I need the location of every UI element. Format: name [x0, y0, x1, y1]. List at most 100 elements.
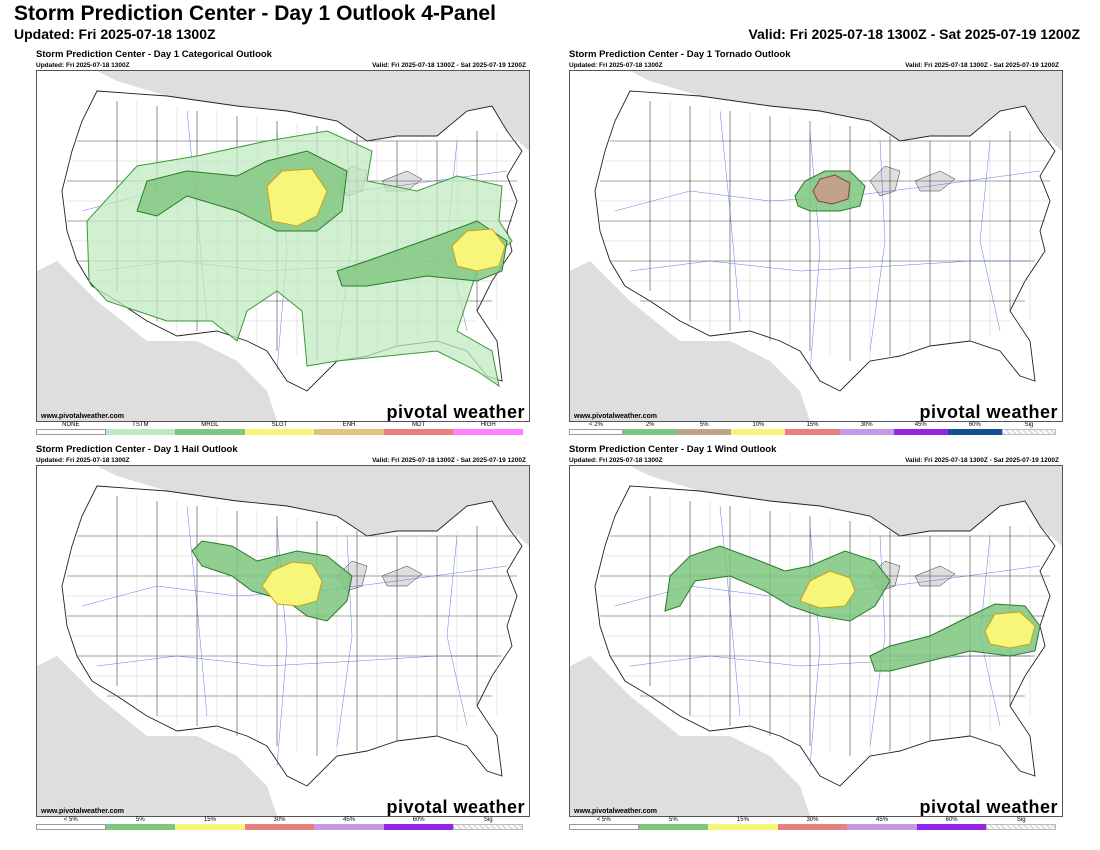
pivotal-weather-logo: pivotal weather: [919, 402, 1058, 422]
legend-swatch: [105, 429, 176, 435]
legend: NONE TSTM MRGL SLGT ENH MDT HIGH: [36, 422, 523, 437]
legend-swatch: [916, 824, 987, 830]
legend: < 2% 2% 5% 10% 15% 30% 45% 60% Sig: [569, 422, 1056, 437]
legend-swatch: [708, 824, 778, 830]
legend-label: 45%: [343, 817, 356, 823]
legend-label: 60%: [945, 817, 958, 823]
site-url: www.pivotalweather.com: [574, 413, 657, 420]
legend-swatch: [36, 824, 106, 830]
legend-item: 30%: [839, 422, 894, 437]
legend-label: 45%: [914, 422, 927, 428]
legend-label: 60%: [968, 422, 981, 428]
legend-item: NONE: [36, 422, 106, 437]
wind-15pct-area-north: [799, 570, 856, 609]
legend-label: ENH: [342, 422, 356, 428]
legend-swatch: [569, 429, 624, 435]
legend-label: 15%: [806, 422, 819, 428]
legend-item: 60%: [947, 422, 1002, 437]
site-url: www.pivotalweather.com: [41, 808, 124, 815]
legend-item: Sig: [1001, 422, 1056, 437]
legend-item: < 5%: [569, 817, 639, 832]
legend-item: ENH: [314, 422, 384, 437]
legend-swatch: [314, 429, 384, 435]
legend-swatch: [638, 824, 709, 830]
tornado-5pct-area: [812, 174, 851, 205]
pivotal-weather-logo: pivotal weather: [386, 797, 525, 817]
legend-swatch: [314, 824, 384, 830]
page-title: Storm Prediction Center - Day 1 Outlook …: [14, 2, 496, 25]
hail-map: www.pivotalweather.com pivotal weather: [36, 465, 530, 817]
legend-swatch: [105, 824, 176, 830]
legend-item: MDT: [383, 422, 454, 437]
pivotal-weather-logo: pivotal weather: [386, 402, 525, 422]
legend-label: TSTM: [132, 422, 149, 428]
legend-label: < 2%: [589, 422, 603, 428]
hail-15pct-area: [261, 561, 323, 607]
panel-updated: Updated: Fri 2025-07-18 1300Z: [569, 457, 663, 464]
legend-label: 60%: [412, 817, 425, 823]
panel-title: Storm Prediction Center - Day 1 Categori…: [36, 49, 272, 60]
legend-item: MRGL: [175, 422, 245, 437]
legend-item: 30%: [777, 817, 848, 832]
legend-swatch: [453, 824, 523, 830]
legend-label: Sig: [1024, 422, 1034, 428]
legend-item: 15%: [175, 817, 245, 832]
legend-item: 2%: [623, 422, 678, 437]
legend-item: 45%: [847, 817, 917, 832]
wind-15pct-area-east: [984, 611, 1036, 649]
legend-swatch: [175, 429, 245, 435]
legend-item: 5%: [638, 817, 709, 832]
legend-swatch: [175, 824, 245, 830]
legend-label: MDT: [412, 422, 426, 428]
legend-label: 15%: [736, 817, 749, 823]
legend-swatch: [777, 824, 848, 830]
legend-item: Sig: [453, 817, 523, 832]
legend-label: 15%: [203, 817, 216, 823]
legend-item: 45%: [893, 422, 948, 437]
legend-swatch: [839, 429, 894, 435]
legend-swatch: [383, 429, 454, 435]
legend-item: HIGH: [453, 422, 523, 437]
legend-swatch: [36, 429, 106, 435]
legend-label: NONE: [62, 422, 80, 428]
legend-item: 15%: [785, 422, 840, 437]
legend-swatch: [986, 824, 1056, 830]
legend-label: 5%: [669, 817, 678, 823]
legend-label: 5%: [699, 422, 709, 428]
tornado-panel: Storm Prediction Center - Day 1 Tornado …: [565, 49, 1063, 439]
panel-valid: Valid: Fri 2025-07-18 1300Z - Sat 2025-0…: [372, 457, 526, 464]
legend-swatch: [731, 429, 786, 435]
legend: < 5% 5% 15% 30% 45% 60% Sig: [569, 817, 1056, 832]
legend-swatch: [244, 429, 315, 435]
pivotal-weather-logo: pivotal weather: [919, 797, 1058, 817]
categorical-panel: Storm Prediction Center - Day 1 Categori…: [32, 49, 530, 439]
legend-label: MRGL: [201, 422, 219, 428]
legend-swatch: [677, 429, 732, 435]
panel-valid: Valid: Fri 2025-07-18 1300Z - Sat 2025-0…: [905, 457, 1059, 464]
categorical-map: www.pivotalweather.com pivotal weather: [36, 70, 530, 422]
legend-label: 2%: [645, 422, 655, 428]
legend-label: 30%: [806, 817, 819, 823]
site-url: www.pivotalweather.com: [574, 808, 657, 815]
legend-label: 30%: [860, 422, 873, 428]
wind-map: www.pivotalweather.com pivotal weather: [569, 465, 1063, 817]
panel-updated: Updated: Fri 2025-07-18 1300Z: [36, 62, 130, 69]
legend-swatch: [623, 429, 678, 435]
legend-item: 30%: [244, 817, 315, 832]
page-valid: Valid: Fri 2025-07-18 1300Z - Sat 2025-0…: [748, 26, 1080, 42]
legend-label: 5%: [136, 817, 145, 823]
legend-label: Sig: [1016, 817, 1026, 823]
legend-swatch: [785, 429, 840, 435]
legend-swatch: [244, 824, 315, 830]
legend-swatch: [847, 824, 917, 830]
slgt-area-north: [266, 168, 328, 227]
legend-item: 5%: [677, 422, 732, 437]
legend-label: < 5%: [63, 817, 78, 823]
legend-item: Sig: [986, 817, 1056, 832]
hail-panel: Storm Prediction Center - Day 1 Hail Out…: [32, 444, 530, 834]
panel-updated: Updated: Fri 2025-07-18 1300Z: [569, 62, 663, 69]
legend-item: 60%: [916, 817, 987, 832]
slgt-area-east: [451, 228, 506, 272]
legend-item: 5%: [105, 817, 176, 832]
legend-swatch: [1001, 429, 1056, 435]
